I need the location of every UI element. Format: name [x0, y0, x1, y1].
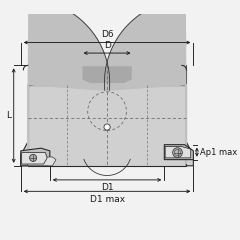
Polygon shape [28, 85, 186, 166]
Polygon shape [21, 148, 50, 166]
Polygon shape [165, 146, 191, 158]
Polygon shape [82, 66, 132, 83]
Polygon shape [164, 145, 193, 160]
Circle shape [104, 124, 110, 130]
Text: D6: D6 [101, 30, 113, 39]
Circle shape [173, 148, 182, 157]
Polygon shape [28, 66, 81, 85]
Polygon shape [104, 0, 186, 164]
Polygon shape [186, 142, 193, 166]
Polygon shape [22, 153, 47, 164]
Text: D: D [104, 42, 110, 50]
Polygon shape [81, 66, 133, 85]
Text: D1: D1 [101, 183, 113, 192]
Text: L: L [6, 111, 11, 120]
Polygon shape [28, 0, 110, 164]
Polygon shape [133, 66, 186, 85]
Polygon shape [28, 157, 56, 166]
Text: D1 max: D1 max [90, 195, 125, 204]
Circle shape [30, 154, 37, 161]
Polygon shape [21, 142, 28, 166]
Text: Ap1 max: Ap1 max [200, 148, 238, 157]
